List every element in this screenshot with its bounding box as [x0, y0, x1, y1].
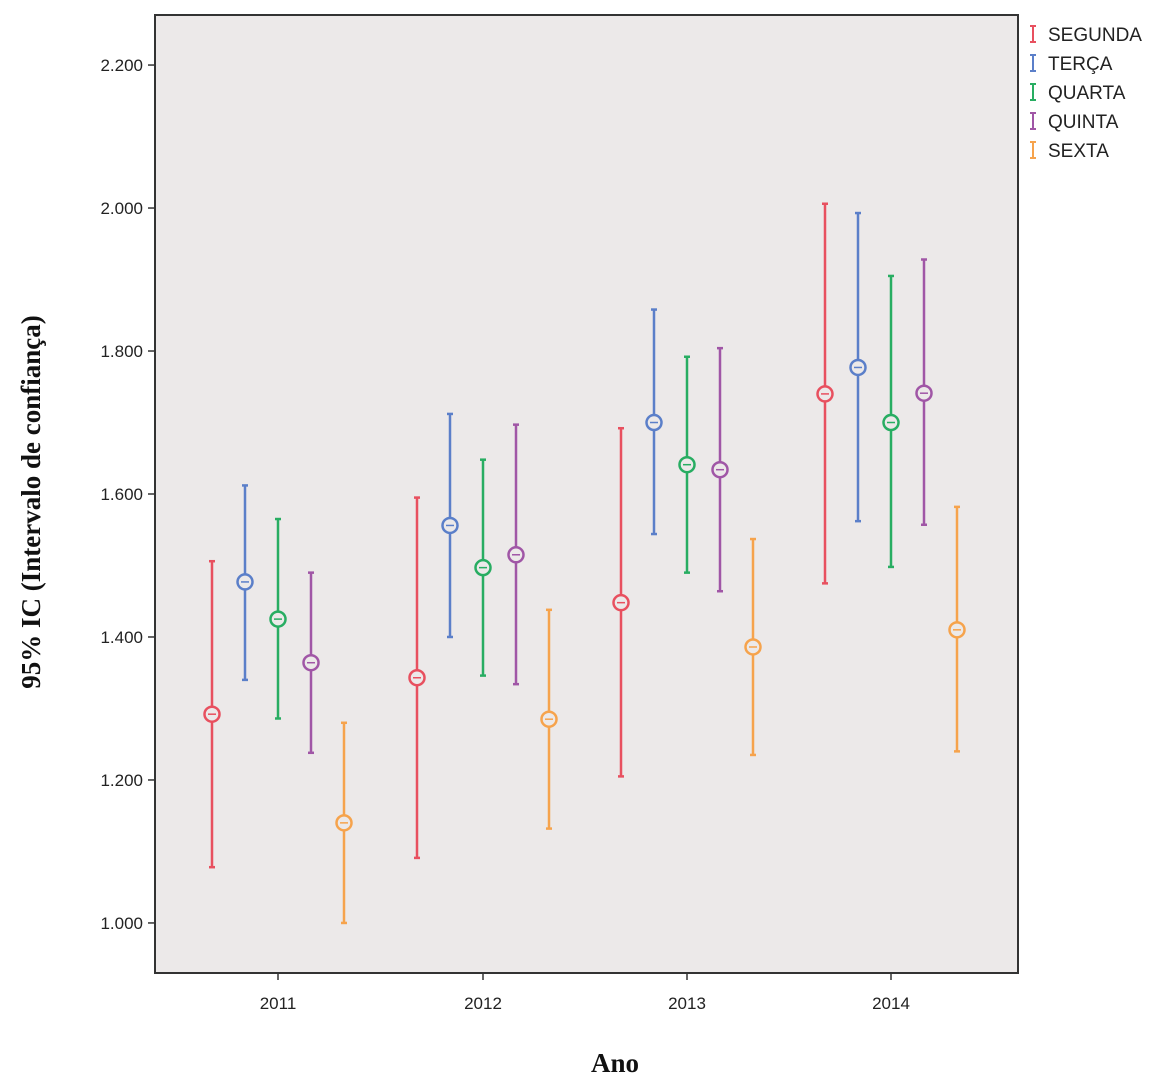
series-terça: [236, 211, 867, 682]
y-tick-label: 2.000: [100, 199, 143, 218]
y-tick-label: 1.400: [100, 628, 143, 647]
series-segunda: [203, 202, 834, 869]
legend-label: QUINTA: [1048, 112, 1119, 133]
series-quarta: [269, 274, 900, 720]
plot-area: [154, 14, 1019, 974]
legend-item-quarta: QUARTA: [1030, 83, 1126, 104]
series-sexta: [335, 505, 966, 925]
x-tick-label: 2014: [872, 994, 910, 1013]
y-tick-label: 1.800: [100, 342, 143, 361]
x-tick-label: 2011: [260, 994, 297, 1013]
series-quinta: [302, 258, 933, 755]
y-tick-label: 1.200: [100, 771, 143, 790]
y-tick-label: 1.000: [100, 914, 143, 933]
y-axis: 1.000 1.200 1.400 1.600 1.800 2.000 2.200: [100, 56, 155, 933]
x-tick-label: 2013: [668, 994, 706, 1013]
y-tick-label: 2.200: [100, 56, 143, 75]
legend-item-sexta: SEXTA: [1030, 141, 1109, 162]
legend-label: TERÇA: [1048, 54, 1113, 75]
legend-item-segunda: SEGUNDA: [1030, 25, 1142, 46]
y-axis-title: 95% IC (Intervalo de confiança): [16, 315, 46, 688]
legend-label: SEGUNDA: [1048, 25, 1142, 46]
legend-item-quinta: QUINTA: [1030, 112, 1119, 133]
legend-label: QUARTA: [1048, 83, 1126, 104]
legend-item-terça: TERÇA: [1030, 54, 1113, 75]
x-tick-label: 2012: [464, 994, 502, 1013]
y-tick-label: 1.600: [100, 485, 143, 504]
legend-label: SEXTA: [1048, 141, 1109, 162]
error-bars-layer: [203, 202, 966, 925]
x-axis: 2011 2012 2013 2014: [260, 973, 910, 1013]
legend: SEGUNDA TERÇA QUARTA QUINTA SEXTA: [1030, 25, 1142, 162]
x-axis-title: Ano: [591, 1048, 639, 1078]
